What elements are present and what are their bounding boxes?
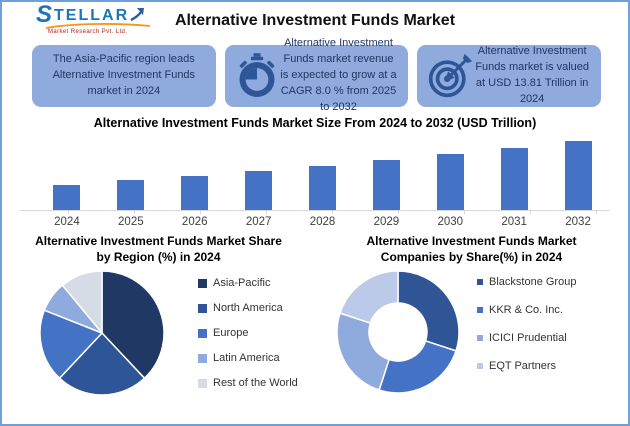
legend-label-asia-pacific: Asia-Pacific [213, 277, 271, 290]
legend-item-icici-prudential: ICICI Prudential [477, 332, 576, 344]
company-donut-chart: Blackstone Group 30%KKR & Co. Inc. 25%IC… [336, 270, 460, 394]
legend-label-europe: Europe [213, 327, 249, 340]
bar-2031 [500, 148, 528, 210]
company-legend: Blackstone Group KKR & Co. Inc. ICICI Prud… [477, 276, 576, 388]
card-valuation-text: Alternative Investment Funds market is v… [475, 45, 590, 105]
bar-2028 [309, 166, 336, 210]
card-region-leader-text: The Asia-Pacific region leads Alternativ… [52, 53, 196, 97]
legend-label-kkr-co-inc: KKR & Co. Inc. [489, 304, 563, 317]
pie-slice-kkr-co-inc: KKR & Co. Inc. 25% [378, 340, 457, 394]
bar-cell-2032 [546, 130, 610, 210]
legend-marker-asia-pacific [198, 278, 207, 288]
legend-marker-kkr-co-inc [477, 307, 483, 314]
legend-item-eqt-partners: EQT Partners [477, 360, 576, 372]
legend-item-blackstone-group: Blackstone Group [477, 276, 576, 288]
bar-cell-2027 [227, 130, 291, 210]
legend-label-latin-america: Latin America [213, 352, 280, 365]
card-cagr: Alternative Investment Funds market reve… [224, 37, 409, 113]
header: S TELLAR Market Research Pvt. Ltd. Altern… [2, 2, 628, 42]
company-share-panel: Alternative Investment Funds Market Comp… [315, 234, 628, 397]
legend-label-rest-of-the-world: Rest of the World [213, 377, 298, 390]
page-title: Alternative Investment Funds Market [174, 12, 456, 29]
legend-label-north-america: North America [213, 302, 283, 315]
pie-slice-blackstone-group: Blackstone Group 30% [397, 270, 460, 352]
bar-2032 [564, 141, 592, 210]
logo-arrow-icon [130, 8, 145, 22]
logo-wordmark: S TELLAR [36, 1, 161, 28]
bar-cell-2026 [163, 130, 227, 210]
legend-marker-north-america [198, 303, 207, 313]
bar-cell-2024 [35, 130, 99, 210]
legend-item-north-america: North America [198, 302, 298, 314]
legend-item-kkr-co-inc: KKR & Co. Inc. [477, 304, 576, 316]
bar-cell-2025 [99, 130, 163, 210]
legend-item-rest-of-the-world: Rest of the World [198, 377, 298, 389]
legend-marker-eqt-partners [477, 363, 483, 370]
bar-2025 [117, 180, 145, 210]
company-pie-row: Blackstone Group 30%KKR & Co. Inc. 25%IC… [315, 269, 628, 395]
stellar-logo: S TELLAR Market Research Pvt. Ltd. [36, 1, 161, 36]
region-share-panel: Alternative Investment Funds Market Shar… [2, 234, 315, 397]
card-cagr-text: Alternative Investment Funds market reve… [280, 37, 397, 113]
bar-cell-2030 [418, 130, 482, 210]
pie-slice-rest-of-the-world: Rest of the World 11% [61, 270, 103, 336]
legend-item-europe: Europe [198, 327, 298, 339]
bar-cell-2029 [354, 130, 418, 210]
legend-marker-rest-of-the-world [198, 378, 207, 388]
target-icon [427, 52, 473, 100]
legend-label-blackstone-group: Blackstone Group [489, 276, 577, 289]
region-pie-title: Alternative Investment Funds Market Shar… [35, 234, 282, 264]
logo-tagline: Market Research Pvt. Ltd. [48, 29, 128, 36]
x-tick-label-2030: 2030 [437, 216, 464, 228]
logo-brand-text: TELLAR [54, 7, 130, 25]
bar-2029 [372, 160, 400, 210]
bar-2024 [53, 185, 81, 210]
x-tick-label-2028: 2028 [309, 216, 336, 228]
region-pie-chart: Asia-Pacific 38%North America 24%Europe … [39, 270, 165, 396]
bar-chart-title: Alternative Investment Funds Market Size… [93, 116, 537, 130]
bar-chart-x-axis: 2024 2025 2026 2027 2028 2029 2030 2031 2032 [20, 210, 610, 228]
x-tick-label-2027: 2027 [245, 216, 272, 228]
legend-marker-blackstone-group [477, 279, 483, 286]
bar-2030 [436, 154, 464, 210]
x-tick-label-2032: 2032 [565, 216, 591, 228]
bottom-section: Alternative Investment Funds Market Shar… [2, 234, 628, 397]
pie-slice-icici-prudential: ICICI Prudential 25% [336, 312, 390, 392]
legend-marker-europe [198, 328, 207, 338]
legend-label-icici-prudential: ICICI Prudential [489, 332, 567, 345]
bar-2027 [245, 171, 273, 210]
bar-cell-2028 [291, 130, 355, 210]
logo-swoosh-icon [45, 23, 151, 30]
card-valuation: Alternative Investment Funds market is v… [417, 45, 602, 107]
bar-2026 [181, 176, 209, 210]
pie-slice-asia-pacific: Asia-Pacific 38% [101, 270, 165, 380]
legend-marker-latin-america [198, 353, 207, 363]
company-pie-title: Alternative Investment Funds Market Comp… [366, 234, 577, 264]
legend-marker-icici-prudential [477, 335, 483, 342]
card-region-leader: The Asia-Pacific region leads Alternativ… [32, 45, 216, 107]
legend-item-latin-america: Latin America [198, 352, 298, 364]
bar-chart: 2024 2025 2026 2027 2028 2029 2030 2031 2032 [20, 130, 610, 228]
bar-cell-2031 [482, 130, 546, 210]
pie-slice-north-america: North America 24% [58, 332, 146, 396]
logo-s-glyph: S [36, 1, 55, 28]
x-tick-label-2026: 2026 [181, 216, 208, 228]
bar-chart-plot-area [20, 130, 610, 210]
x-tick-label-2031: 2031 [501, 216, 527, 228]
region-pie-row: Asia-Pacific 38%North America 24%Europe … [2, 269, 315, 397]
legend-label-eqt-partners: EQT Partners [489, 360, 557, 373]
x-tick-label-2025: 2025 [118, 216, 144, 228]
pie-slice-eqt-partners: EQT Partners 20% [339, 270, 399, 325]
x-tick-label-2029: 2029 [373, 216, 400, 228]
highlight-cards: The Asia-Pacific region leads Alternativ… [32, 37, 602, 113]
legend-item-asia-pacific: Asia-Pacific [198, 277, 298, 289]
x-tick-label-2024: 2024 [54, 216, 80, 228]
region-legend: Asia-Pacific North America Europe Latin Ame… [198, 277, 298, 389]
stopwatch-icon [235, 52, 279, 100]
